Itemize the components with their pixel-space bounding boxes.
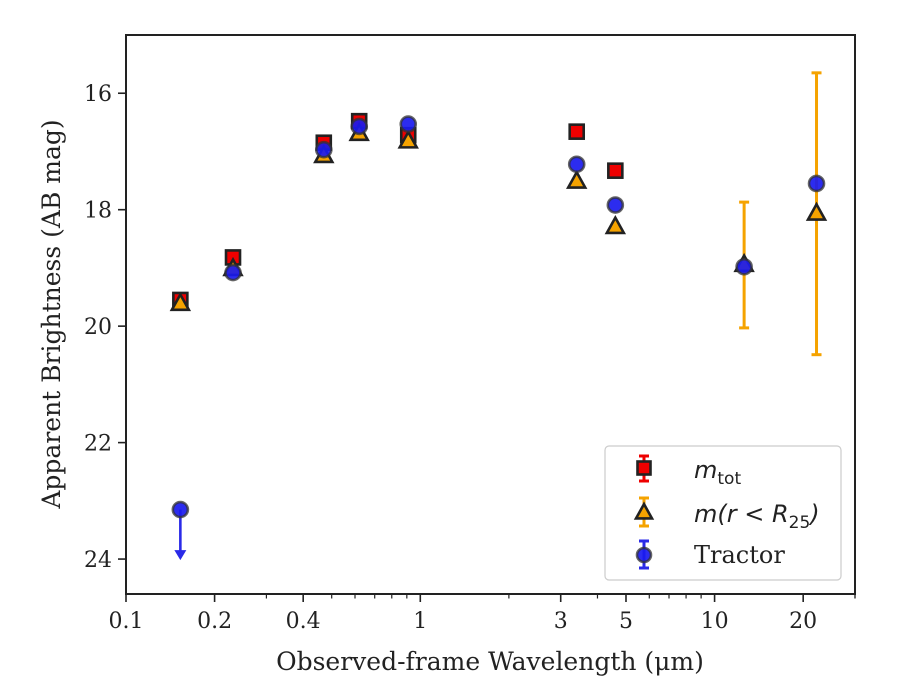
legend-label-m-r25-sub: 25: [789, 513, 811, 533]
m-tot-point: [568, 123, 586, 140]
x-tick-label: 0.1: [109, 609, 144, 634]
x-tick-label: 3: [554, 609, 568, 634]
m-r25-point: [805, 201, 828, 221]
m-r25-point: [397, 129, 419, 149]
m-r25-point: [565, 169, 588, 189]
legend-label-m-tot-main: m: [694, 456, 717, 484]
tractor-point: [735, 257, 753, 276]
legend-label-m-tot: mtot: [694, 456, 741, 489]
legend-label-m-tot-sub: tot: [717, 469, 741, 489]
x-tick-label: 1: [413, 609, 427, 634]
legend-m-tot-marker: [636, 460, 652, 476]
tractor-point: [171, 500, 190, 519]
tractor-upper-limit-arrowhead: [174, 550, 187, 561]
legend-m-r25-marker: [633, 501, 655, 520]
tractor-point: [224, 263, 242, 282]
x-tick-label: 20: [789, 609, 817, 634]
m-r25-point: [169, 291, 192, 312]
tractor-point: [606, 196, 625, 214]
x-tick-label: 0.4: [286, 609, 321, 634]
legend-tractor-marker: [635, 546, 653, 564]
y-axis-label: Apparent Brightness (AB mag): [37, 119, 66, 509]
legend-label-m-r25-main: m(r < R: [694, 500, 789, 528]
x-tick-label: 10: [701, 609, 729, 634]
m-r25-point: [604, 214, 627, 235]
tractor-point: [567, 155, 586, 174]
y-tick-label: 20: [84, 315, 112, 340]
y-tick-label: 22: [84, 432, 112, 457]
legend-box: [604, 445, 842, 581]
tractor-point: [350, 117, 368, 136]
tractor-point: [807, 174, 826, 193]
y-tick-label: 18: [84, 199, 112, 224]
y-axis-ticks: 16 18 20 22 24: [84, 82, 126, 573]
legend-label-tractor: Tractor: [694, 541, 785, 569]
legend-label-m-r25-tail: ): [808, 500, 819, 528]
y-tick-label: 16: [84, 82, 112, 107]
tractor-point: [314, 140, 333, 159]
y-tick-label: 24: [84, 548, 112, 573]
tractor-point: [399, 115, 418, 133]
x-tick-label: 0.2: [197, 609, 232, 634]
chart-marks: [169, 71, 828, 561]
x-axis-ticks: 0.1 0.2 0.4 1 3 5 10 20: [109, 594, 856, 634]
legend-label-m-r25: m(r < R25): [694, 500, 820, 533]
x-axis-label: Observed-frame Wavelength (μm): [276, 647, 704, 676]
series-tractor: [171, 115, 826, 561]
plot-area-frame: [125, 34, 856, 595]
legend: mtot m(r < R25) Tractor: [604, 445, 842, 581]
m-tot-point: [607, 162, 624, 179]
x-tick-label: 5: [619, 609, 633, 634]
